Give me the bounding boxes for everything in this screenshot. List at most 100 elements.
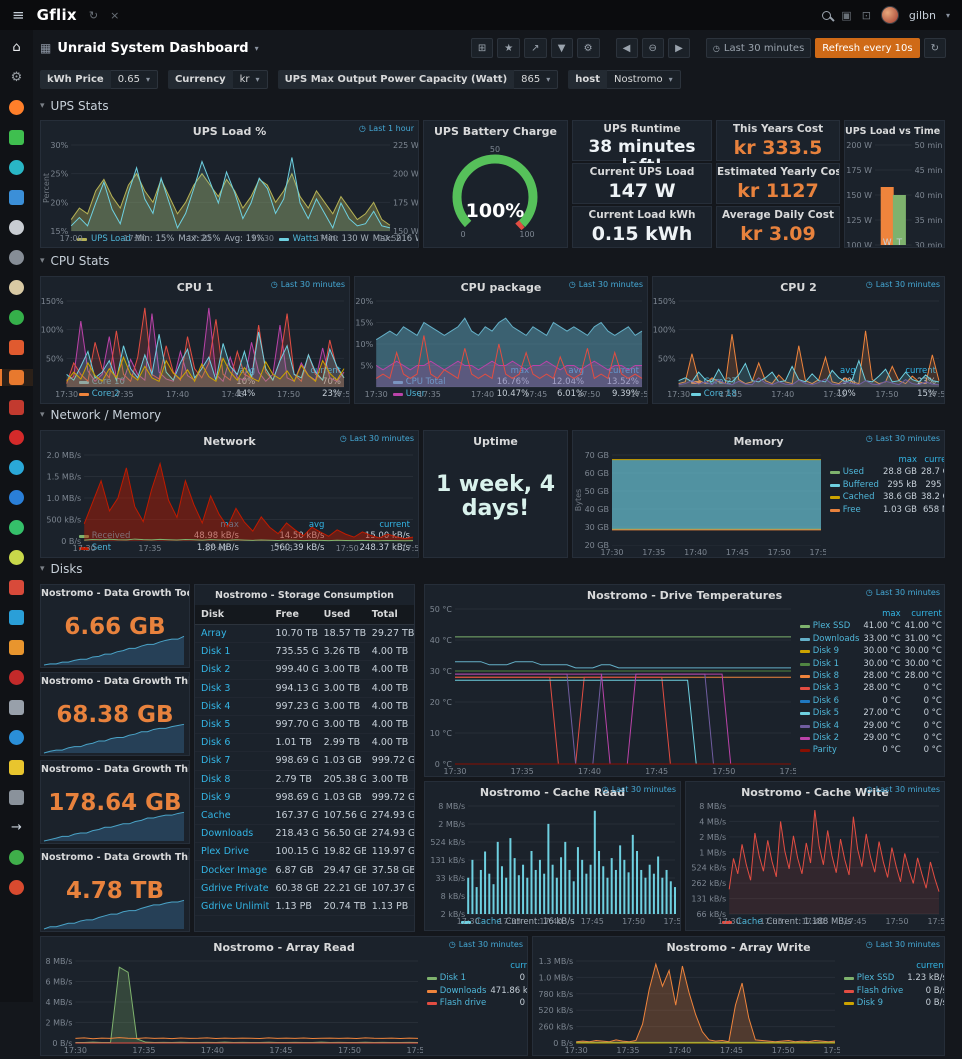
disk-link[interactable]: Plex Drive (195, 842, 270, 862)
disk-link[interactable]: Disk 8 (195, 770, 270, 789)
sidebar-app-app-cream[interactable] (0, 279, 33, 296)
legend-series-label[interactable]: Plex SSD (810, 621, 851, 632)
sidebar-app-app-red-circle[interactable] (0, 429, 33, 446)
growth-today-sparkline[interactable] (41, 628, 189, 667)
sidebar-app-app-green-diamond[interactable] (0, 129, 33, 146)
sidebar-app-app-teal-circle[interactable] (0, 159, 33, 176)
chevron-down-icon[interactable]: ▾ (945, 10, 950, 20)
panel-title[interactable]: UPS Battery Charge (433, 124, 558, 138)
sidebar-app-app-sab-yellow[interactable] (0, 759, 33, 776)
section-cpu-stats[interactable]: ▾ CPU Stats (40, 254, 109, 268)
panel-title[interactable]: Nostromo - Cache Write (741, 785, 889, 799)
avatar[interactable] (880, 6, 899, 24)
sidebar-app-app-dark-red-circle[interactable] (0, 669, 33, 686)
dashboards-grid-icon[interactable]: ▦ (40, 41, 52, 55)
variable-select[interactable]: 865 ▾ (514, 69, 559, 89)
legend-column-header[interactable]: current (911, 609, 942, 619)
legend-column-header[interactable]: avg (840, 365, 856, 376)
legend-series-label[interactable]: Disk 4 (810, 720, 840, 731)
legend-series-label[interactable]: Disk 9 (854, 998, 884, 1009)
add-panel-button[interactable]: ⊞ (470, 38, 494, 58)
drive-temperatures-chart[interactable]: 0 °C 10 °C 20 °C 30 °C 40 °C 50 °C 17:30 17:35 1… (425, 605, 803, 776)
search-icon[interactable] (822, 10, 832, 20)
sidebar-app-home[interactable]: ⌂ (0, 39, 33, 56)
legend-column-header[interactable]: avg (201, 366, 258, 378)
disk-link[interactable]: Disk 6 (195, 733, 270, 753)
disk-link[interactable]: Cache (195, 806, 270, 826)
disk-link[interactable]: Disk 4 (195, 697, 270, 716)
refresh-button[interactable]: ↻ (923, 38, 946, 58)
star-button[interactable]: ★ (497, 38, 521, 58)
variable-select[interactable]: Nostromo ▾ (607, 69, 681, 89)
legend-series-label[interactable]: Core 18 (701, 388, 737, 399)
disk-link[interactable]: Docker Image (195, 860, 270, 880)
legend-column-header[interactable]: current (916, 961, 944, 971)
array-read-chart[interactable]: 0 B/s 2 MB/s 4 MB/s 6 MB/s 8 MB/s 17:30 17:35 1… (41, 957, 430, 1055)
legend-column-header[interactable]: avg (531, 366, 586, 378)
share-button[interactable]: ↗ (524, 38, 547, 58)
sidebar-app-app-red-tools[interactable] (0, 339, 33, 356)
battery-gauge[interactable]: 0 50 100 100% (424, 141, 567, 245)
close-icon[interactable]: × (110, 8, 120, 22)
dashboard-title-caret-icon[interactable]: ▾ (254, 43, 259, 53)
legend-series-label[interactable]: UPS Load (91, 234, 131, 244)
ups-bars-chart[interactable]: 100 W 125 W 150 W 175 W 200 W 30 min 35 min 40 … (845, 141, 944, 250)
sidebar-app-app-orange-diamond[interactable] (0, 639, 33, 656)
legend-series-label[interactable]: Sent (89, 542, 112, 553)
column-header[interactable]: Disk (195, 605, 270, 625)
settings-button[interactable]: ⚙ (576, 38, 600, 58)
section-network-memory[interactable]: ▾ Network / Memory (40, 408, 161, 422)
sidebar-app-app-red-shield[interactable] (0, 399, 33, 416)
cpu2-chart[interactable]: 50% 100% 150% 17:30 17:35 17:40 17:45 17:50 17:5… (653, 297, 951, 399)
cache-write-chart[interactable]: 66 kB/s 131 kB/s 262 kB/s 524 kB/s 1 MB/s 2 M… (686, 802, 950, 926)
disk-link[interactable]: Downloads (195, 824, 270, 844)
disk-link[interactable]: Disk 2 (195, 660, 270, 680)
growth-month-sparkline[interactable] (41, 804, 189, 843)
panel-title[interactable]: Nostromo - Data Growth This Year (41, 852, 189, 863)
variable-select[interactable]: kr ▾ (232, 69, 268, 89)
legend-series-label[interactable]: Disk 1 (810, 658, 840, 669)
panel-title[interactable]: CPU package (460, 280, 542, 294)
legend-series-label[interactable]: Downloads (437, 985, 487, 996)
legend-column-header[interactable]: avg (308, 519, 325, 530)
disk-link[interactable]: Disk 3 (195, 679, 270, 698)
legend-column-header[interactable]: current (586, 366, 641, 378)
column-header[interactable]: Used (317, 605, 366, 625)
save-button[interactable]: ▼ (550, 38, 573, 58)
panel-title[interactable]: Nostromo - Data Growth Today (41, 588, 189, 599)
array-write-chart[interactable]: 0 B/s 260 kB/s 520 kB/s 780 kB/s 1.0 MB/s 1.3… (533, 957, 846, 1055)
panel-title[interactable]: Nostromo - Data Growth This Month (41, 764, 189, 775)
panel-title[interactable]: CPU 1 (176, 280, 214, 294)
sidebar-app-logout[interactable]: → (0, 819, 33, 836)
tv-mode-icon[interactable]: ⊡ (861, 8, 871, 22)
panel-title[interactable]: Nostromo - Array Write (666, 940, 811, 954)
panel-title[interactable]: Current Load kWh (588, 209, 696, 221)
sidebar-app-app-red-stripes[interactable] (0, 579, 33, 596)
fullscreen-icon[interactable]: ▣ (841, 8, 852, 22)
legend-series-label[interactable]: Plex SSD (854, 973, 895, 984)
legend-series-label[interactable]: Free (840, 504, 861, 515)
sidebar-app-app-blue-square[interactable] (0, 609, 33, 626)
cpu1-chart[interactable]: 50% 100% 150% 17:30 17:35 17:40 17:45 17:50 17:5… (41, 297, 356, 399)
time-forward-button[interactable]: ▶ (667, 38, 690, 58)
ups-load-chart[interactable]: 15% 20% 25% 30% 150 W 175 W 200 W 225 W 17:00 17:… (41, 141, 419, 243)
legend-series-label[interactable]: Received (89, 531, 131, 541)
variable-select[interactable]: 0.65 ▾ (110, 69, 158, 89)
panel-title[interactable]: Nostromo - Data Growth This Week (41, 676, 189, 687)
sidebar-app-app-lime-circle[interactable] (0, 549, 33, 566)
panel-title[interactable]: UPS Load % (192, 124, 267, 138)
disk-link[interactable]: Gdrive Unlimited (195, 897, 270, 917)
legend-series-label[interactable]: Disk 5 (810, 708, 840, 719)
panel-title[interactable]: Memory (733, 434, 784, 448)
legend-column-header[interactable]: max (476, 366, 531, 378)
panel-title[interactable]: Uptime (473, 434, 518, 448)
legend-column-header[interactable]: current (510, 961, 527, 971)
panel-title[interactable]: Network (203, 434, 256, 448)
panel-title[interactable]: CPU 2 (780, 280, 817, 294)
disk-link[interactable]: Disk 7 (195, 751, 270, 771)
sidebar-app-unraid[interactable] (0, 99, 33, 116)
sidebar-app-app-water-drop[interactable] (0, 729, 33, 746)
legend-series-label[interactable]: Disk 6 (810, 695, 840, 706)
legend-series-label[interactable]: Cache (475, 917, 502, 927)
username[interactable]: gilbn (908, 8, 936, 22)
